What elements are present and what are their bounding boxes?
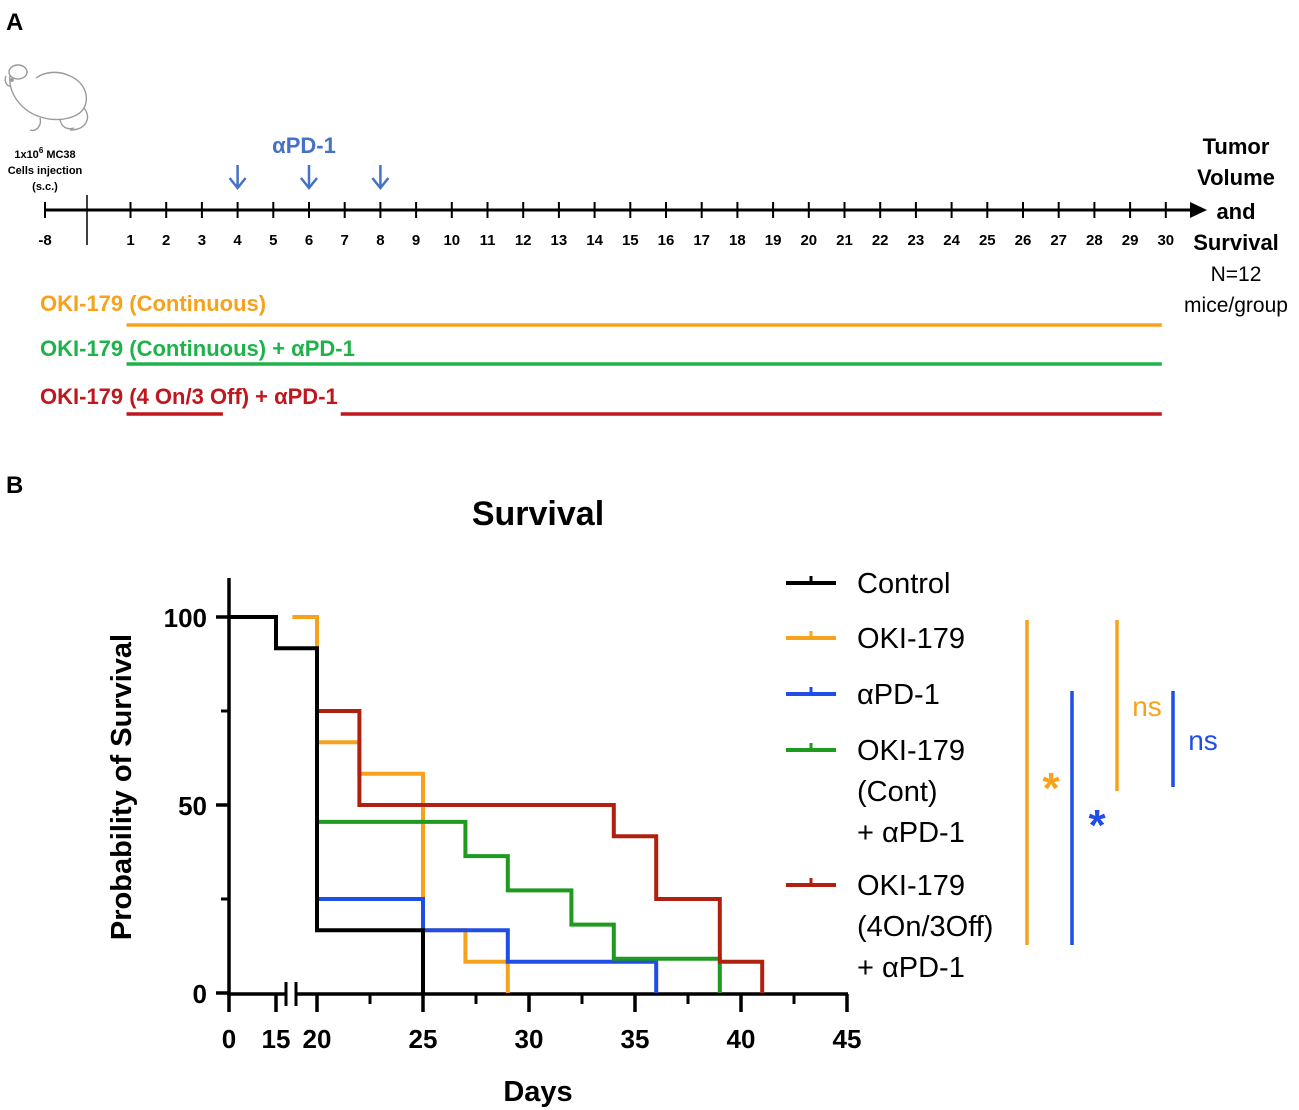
chart-title: Survival <box>472 495 604 533</box>
endpoint-label-4: Survival <box>1193 230 1279 255</box>
group-size-label: N=12 <box>1211 263 1262 286</box>
timeline-tick-label: 13 <box>551 232 568 249</box>
timeline-tick-label: 7 <box>341 232 349 249</box>
timeline-tick-label: 24 <box>943 232 960 249</box>
timeline-tick-label: 12 <box>515 232 532 249</box>
apd1-dose-label: αPD-1 <box>272 133 336 158</box>
timeline-tick-label: 30 <box>1157 232 1174 249</box>
legend-entry-text: Control <box>857 568 951 600</box>
timeline-tick-label: 23 <box>908 232 925 249</box>
timeline-tick-label: 28 <box>1086 232 1103 249</box>
timeline-tick-label: 20 <box>800 232 817 249</box>
timeline-tick-label: 9 <box>412 232 420 249</box>
timeline-tick-label: 6 <box>305 232 313 249</box>
apd1-dose-arrows <box>228 165 390 191</box>
y-tick-label: 100 <box>164 603 207 633</box>
legend-entry-text: (Cont) <box>857 776 938 808</box>
endpoint-label-1: Tumor <box>1203 134 1270 159</box>
timeline-tick-label: 22 <box>872 232 889 249</box>
x-tick-label: 30 <box>515 1024 544 1054</box>
timeline-tick-label: 18 <box>729 232 746 249</box>
arm-label: OKI-179 (Continuous) <box>40 291 266 316</box>
survival-plot: 0 50 100 0 15 20 25 30 35 40 45 <box>164 578 862 1054</box>
group-size-unit: mice/group <box>1184 294 1288 317</box>
panel-a-label: A <box>6 9 23 36</box>
legend-entry-text: αPD-1 <box>857 679 940 711</box>
x-tick-label: 45 <box>833 1024 862 1054</box>
x-tick-label: 25 <box>409 1024 438 1054</box>
timeline-tick-label: -8 <box>38 232 51 249</box>
y-tick-label: 50 <box>178 791 207 821</box>
x-tick-label: 35 <box>621 1024 650 1054</box>
survival-curve <box>229 615 425 993</box>
significance-label: ns <box>1188 725 1218 756</box>
timeline-tick-label: 17 <box>693 232 710 249</box>
timeline-tick-label: 4 <box>233 232 242 249</box>
legend-entry-text: + αPD-1 <box>857 817 965 849</box>
timeline-tick-label: 10 <box>443 232 460 249</box>
y-tick-label: 0 <box>193 979 207 1009</box>
legend-entry-text: OKI-179 <box>857 870 965 902</box>
timeline-tick-label: 19 <box>765 232 782 249</box>
injection-label-line1: 1x106 MC38 <box>14 146 75 161</box>
y-axis-title: Probability of Survival <box>106 634 138 940</box>
x-tick-label: 40 <box>727 1024 756 1054</box>
timeline-axis: -8 1 2 3 4 5 6 7 8 9 10 11 12 13 14 15 16 17 18 19 20 21 22 23 2… <box>38 195 1207 249</box>
timeline-tick-label: 8 <box>376 232 384 249</box>
timeline-tick-label: 3 <box>198 232 206 249</box>
survival-curve <box>317 897 659 993</box>
timeline-tick-label: 16 <box>658 232 675 249</box>
dose-arrow-icon <box>300 165 318 191</box>
legend-entry-text: + αPD-1 <box>857 952 965 984</box>
timeline-tick-label: 27 <box>1050 232 1067 249</box>
significance-label: * <box>1042 764 1060 813</box>
endpoint-label-3: and <box>1216 199 1255 224</box>
timeline-tick-label: 15 <box>622 232 639 249</box>
legend-entry-text: OKI-179 <box>857 735 965 767</box>
injection-label-line3: (s.c.) <box>32 181 58 193</box>
significance-label: * <box>1088 801 1106 850</box>
injection-label-line2: Cells injection <box>8 165 83 177</box>
x-tick-label: 0 <box>222 1024 236 1054</box>
timeline-tick-label: 2 <box>162 232 170 249</box>
significance-label: ns <box>1132 691 1162 722</box>
timeline-tick-label: 26 <box>1015 232 1032 249</box>
timeline-tick-label: 25 <box>979 232 996 249</box>
timeline-tick-label: 11 <box>480 232 496 249</box>
timeline-tick-label: 5 <box>269 232 277 249</box>
legend-entry-text: OKI-179 <box>857 623 965 655</box>
dose-arrow-icon <box>371 165 390 191</box>
legend: Control OKI-179 αPD-1 OKI-179 (Cont) + αPD-1 O… <box>786 568 993 984</box>
legend-entry-text: (4On/3Off) <box>857 911 993 943</box>
timeline-tick-label: 29 <box>1122 232 1139 249</box>
survival-curve <box>317 819 722 993</box>
panel-b-label: B <box>6 472 23 499</box>
arm-label: OKI-179 (4 On/3 Off) + αPD-1 <box>40 384 338 409</box>
x-tick-label: 20 <box>303 1024 332 1054</box>
timeline-tick-label: 21 <box>836 232 853 249</box>
endpoint-label-2: Volume <box>1197 165 1275 190</box>
mouse-icon <box>4 64 89 132</box>
x-axis-title: Days <box>503 1076 572 1108</box>
timeline-tick-label: 1 <box>126 232 134 249</box>
x-tick-label: 15 <box>262 1024 291 1054</box>
dose-arrow-icon <box>228 165 247 191</box>
treatment-arms: OKI-179 (Continuous) OKI-179 (Continuous)… <box>40 291 1162 416</box>
survival-curve <box>317 709 765 993</box>
arm-label: OKI-179 (Continuous) + αPD-1 <box>40 336 355 361</box>
timeline-tick-label: 14 <box>586 232 603 249</box>
